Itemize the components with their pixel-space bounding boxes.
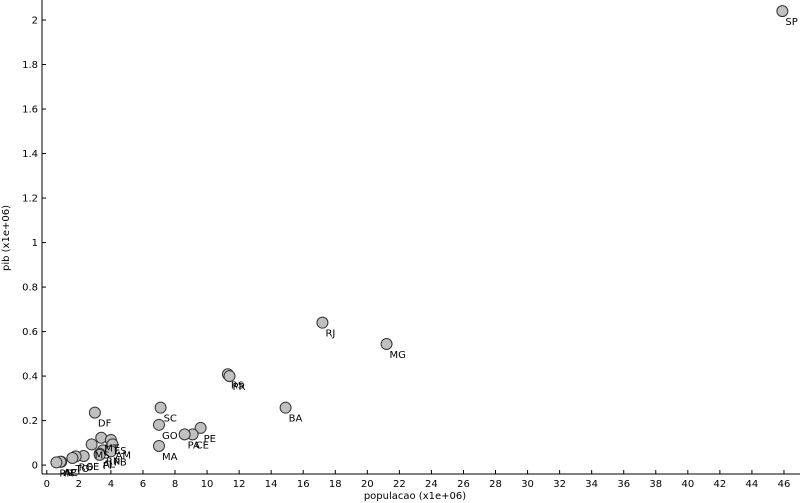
point-label-ro: RO [79, 462, 94, 473]
point-label-pa: PA [188, 440, 200, 451]
point-label-am: AM [116, 450, 131, 461]
x-tick-label: 38 [649, 479, 662, 490]
data-point-ms [85, 438, 98, 451]
x-tick-label: 22 [393, 479, 406, 490]
y-tick-label: 0.6 [22, 327, 38, 338]
x-tick-label: 0 [44, 479, 50, 490]
data-point-go [152, 418, 165, 431]
point-label-mg: MG [390, 350, 406, 361]
data-point-sp [776, 5, 789, 18]
data-point-mg [380, 338, 393, 351]
x-tick-label: 24 [425, 479, 438, 490]
data-point-to [66, 451, 79, 464]
point-label-al: AL [103, 460, 116, 471]
point-label-es: ES [114, 446, 127, 457]
x-tick-label: 6 [140, 479, 146, 490]
x-tick-label: 28 [489, 479, 502, 490]
point-label-rn: RN [106, 456, 120, 467]
data-point-pi [93, 448, 106, 461]
y-tick-label: 1.2 [22, 194, 38, 205]
point-label-ap: AP [63, 468, 76, 479]
y-tick-label: 1.4 [22, 149, 38, 160]
data-point-rj [316, 316, 329, 329]
x-tick-label: 12 [233, 479, 246, 490]
point-label-rj: RJ [325, 329, 335, 340]
x-tick-label: 34 [585, 479, 598, 490]
x-tick-label: 20 [361, 479, 374, 490]
point-label-se: SE [87, 462, 100, 473]
point-label-ms: MS [95, 450, 110, 461]
data-point-rr [50, 456, 63, 469]
x-tick-label: 44 [746, 479, 759, 490]
point-label-ba: BA [289, 414, 303, 425]
point-label-pb: PB [114, 457, 127, 468]
data-point-sc [154, 401, 167, 414]
data-point-ma [152, 439, 165, 452]
data-point-pa [178, 428, 191, 441]
x-tick-label: 46 [778, 479, 791, 490]
x-axis-title: populacao (x1e+06) [364, 491, 466, 502]
axes: 0 2 4 6 8 10 12 14 16 18 20 22 24 26 28 30 32 34 36 38 40 42 4… [22, 0, 800, 490]
point-label-ma: MA [162, 452, 178, 463]
x-tick-label: 8 [172, 479, 178, 490]
x-tick-label: 36 [617, 479, 630, 490]
data-point-df [88, 406, 101, 419]
x-tick-label: 32 [553, 479, 566, 490]
x-tick-label: 30 [521, 479, 534, 490]
x-tick-label: 16 [297, 479, 310, 490]
point-label-sc: SC [164, 414, 177, 425]
point-label-mt: MT [104, 444, 120, 455]
point-label-sp: SP [785, 17, 797, 28]
point-label-go: GO [162, 431, 178, 442]
data-point-ba [279, 401, 292, 414]
data-point-pr [223, 370, 236, 383]
data-point-pb [104, 445, 117, 458]
x-tick-label: 4 [108, 479, 114, 490]
y-tick-label: 1 [32, 238, 38, 249]
point-label-pe: PE [204, 434, 216, 445]
x-tick-label: 18 [329, 479, 342, 490]
point-label-df: DF [98, 419, 112, 430]
data-points [50, 5, 789, 469]
point-label-pr: PR [232, 382, 245, 393]
data-point-pe [194, 421, 207, 434]
point-label-pi: PI [103, 461, 112, 472]
y-tick-label: 0.2 [22, 416, 38, 427]
y-tick-label: 2 [32, 16, 38, 27]
y-tick-label: 0.4 [22, 372, 38, 383]
x-tick-label: 42 [714, 479, 727, 490]
y-axis-title: pib (x1e+06) [1, 205, 12, 271]
x-tick-label: 40 [681, 479, 694, 490]
x-tick-label: 2 [76, 479, 82, 490]
point-label-ac: AC [64, 468, 78, 479]
y-tick-label: 0.8 [22, 283, 38, 294]
y-tick-label: 0 [32, 461, 38, 472]
x-tick-label: 26 [457, 479, 470, 490]
y-tick-label: 1.6 [22, 105, 38, 116]
point-label-rr: RR [59, 468, 73, 479]
point-label-rs: RS [231, 380, 244, 391]
point-label-to: TO [74, 464, 89, 475]
x-tick-label: 14 [265, 479, 278, 490]
point-label-ce: CE [196, 440, 209, 451]
y-tick-label: 1.8 [22, 60, 38, 71]
x-tick-label: 10 [201, 479, 214, 490]
